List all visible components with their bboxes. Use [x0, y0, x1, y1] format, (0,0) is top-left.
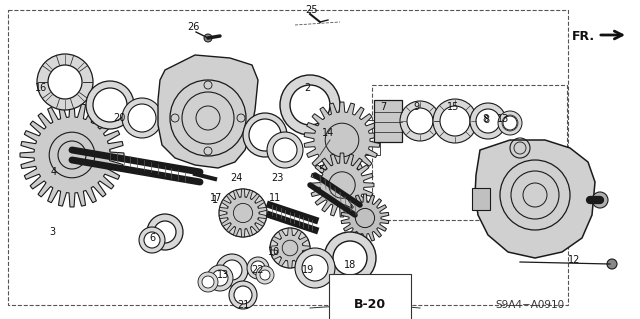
- Text: 9: 9: [413, 102, 419, 112]
- Circle shape: [251, 261, 265, 275]
- Polygon shape: [310, 153, 374, 217]
- Circle shape: [476, 109, 500, 133]
- Circle shape: [324, 232, 376, 284]
- Text: 21: 21: [237, 300, 249, 310]
- Circle shape: [219, 189, 267, 237]
- Polygon shape: [475, 140, 595, 258]
- Circle shape: [256, 266, 274, 284]
- Circle shape: [37, 54, 93, 110]
- Polygon shape: [20, 103, 124, 207]
- Text: 13: 13: [217, 270, 229, 280]
- Text: S9A4−A0910: S9A4−A0910: [495, 300, 564, 310]
- Text: B-20: B-20: [354, 299, 386, 311]
- Text: 10: 10: [268, 247, 280, 257]
- Circle shape: [202, 276, 214, 288]
- Text: 5: 5: [318, 165, 324, 175]
- Circle shape: [290, 85, 330, 125]
- Circle shape: [247, 257, 269, 279]
- Text: 14: 14: [322, 128, 334, 138]
- Circle shape: [207, 265, 233, 291]
- Circle shape: [222, 260, 242, 280]
- Circle shape: [48, 65, 82, 99]
- Circle shape: [122, 98, 162, 138]
- FancyBboxPatch shape: [472, 188, 490, 210]
- Circle shape: [470, 103, 506, 139]
- Text: 3: 3: [49, 227, 55, 237]
- Circle shape: [333, 241, 367, 275]
- Circle shape: [503, 116, 517, 130]
- Text: 19: 19: [302, 265, 314, 275]
- Text: 4: 4: [51, 167, 57, 177]
- Circle shape: [592, 192, 608, 208]
- Polygon shape: [158, 55, 258, 168]
- Polygon shape: [304, 102, 380, 178]
- Text: 12: 12: [568, 255, 580, 265]
- Circle shape: [280, 75, 340, 135]
- Circle shape: [260, 270, 270, 280]
- Text: 18: 18: [344, 260, 356, 270]
- Text: 13: 13: [497, 114, 509, 124]
- Circle shape: [498, 111, 522, 135]
- Text: 8: 8: [482, 114, 488, 124]
- Circle shape: [212, 270, 228, 286]
- Text: 2: 2: [304, 83, 310, 93]
- Polygon shape: [270, 228, 310, 268]
- Circle shape: [147, 214, 183, 250]
- Text: 20: 20: [113, 113, 125, 123]
- Circle shape: [302, 255, 328, 281]
- Text: 7: 7: [380, 102, 386, 112]
- Circle shape: [154, 221, 176, 243]
- Circle shape: [86, 81, 134, 129]
- Text: 25: 25: [306, 5, 318, 15]
- Circle shape: [400, 101, 440, 141]
- Circle shape: [295, 248, 335, 288]
- Circle shape: [267, 132, 303, 168]
- Circle shape: [243, 113, 287, 157]
- Circle shape: [607, 259, 617, 269]
- Text: 26: 26: [187, 22, 199, 32]
- Text: 1: 1: [212, 195, 218, 205]
- Circle shape: [270, 228, 310, 268]
- Circle shape: [216, 254, 248, 286]
- Circle shape: [93, 88, 127, 122]
- Circle shape: [144, 232, 160, 248]
- Text: 6: 6: [149, 233, 155, 243]
- Circle shape: [273, 138, 297, 162]
- Circle shape: [440, 106, 470, 136]
- FancyBboxPatch shape: [374, 100, 402, 142]
- Circle shape: [234, 286, 252, 304]
- Circle shape: [277, 235, 303, 261]
- Text: 22: 22: [252, 265, 264, 275]
- Text: 11: 11: [269, 193, 281, 203]
- Text: 17: 17: [210, 193, 222, 203]
- Circle shape: [139, 227, 165, 253]
- Polygon shape: [341, 194, 389, 242]
- Text: 16: 16: [35, 83, 47, 93]
- Text: 15: 15: [447, 102, 459, 112]
- Polygon shape: [219, 189, 267, 237]
- Circle shape: [198, 272, 218, 292]
- Circle shape: [433, 99, 477, 143]
- Circle shape: [407, 108, 433, 134]
- Text: FR.: FR.: [572, 29, 595, 42]
- Text: 8: 8: [483, 115, 489, 125]
- Circle shape: [128, 104, 156, 132]
- Circle shape: [227, 197, 259, 229]
- Circle shape: [249, 119, 281, 151]
- Circle shape: [229, 281, 257, 309]
- Text: 24: 24: [230, 173, 242, 183]
- Text: 23: 23: [271, 173, 283, 183]
- Circle shape: [204, 34, 212, 42]
